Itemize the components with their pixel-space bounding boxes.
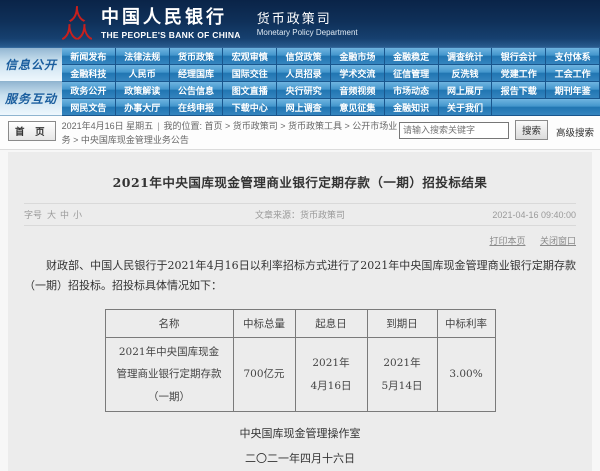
nav-item[interactable]: 意见征集 [330,99,385,116]
nav-group-label: 服务互动 [0,82,62,116]
nav-item[interactable]: 关于我们 [438,99,493,116]
nav-group-label: 信息公开 [0,48,62,82]
table-cell: 2021年 4月16日 [294,336,368,413]
nav-item[interactable]: 金融市场 [330,48,385,65]
article-meta-row: 字号 大中小 文章来源：货币政策司 2021-04-16 09:40:00 [24,203,576,226]
nav-item[interactable]: 法律法规 [115,48,170,65]
breadcrumb-location[interactable]: 我的位置: 首页 > 货币政策司 > 货币政策工具 > 公开市场业务 > 中央国… [61,121,398,145]
nav-item[interactable]: 央行研究 [277,82,331,99]
article-actions: 打印本页 关闭窗口 [24,234,576,247]
tender-result-table: 名称 中标总量 起息日 到期日 中标利率 2021年中央国库现金 管理商业银行定期存款 … [104,308,496,413]
nav-item[interactable]: 网上调查 [277,99,331,116]
font-size-option[interactable]: 中 [60,210,70,220]
department-name-en: Monetary Policy Department [256,27,358,37]
nav-item[interactable]: 网民文告 [62,99,116,116]
nav-item[interactable]: 金融知识 [384,99,439,116]
nav-item[interactable]: 报告下载 [492,82,547,99]
department-name-cn: 货币政策司 [256,10,332,26]
nav-item[interactable]: 公告信息 [169,82,224,99]
nav-item[interactable]: 经理国库 [169,65,224,82]
nav-item[interactable]: 信贷政策 [277,48,331,65]
nav-item[interactable]: 金融稳定 [384,48,439,65]
nav-item[interactable]: 下载中心 [223,99,278,116]
nav-item[interactable]: 期刊年鉴 [546,82,600,99]
font-size-label: 字号 [24,210,43,220]
nav-item[interactable]: 货币政策 [169,48,224,65]
table-header-cell: 中标利率 [436,308,496,338]
nav-item[interactable]: 在线申报 [169,99,224,116]
bank-names: 中国人民银行 THE PEOPLE'S BANK OF CHINA [101,6,241,40]
svg-text:人: 人 [62,23,78,42]
nav-item[interactable]: 图文直播 [223,82,278,99]
table-header-cell: 到期日 [366,308,438,338]
nav-item[interactable]: 新闻发布 [62,48,116,65]
nav-item[interactable]: 网上展厅 [438,82,493,99]
article-paragraph: 财政部、中国人民银行于2021年4月16日以利率招标方式进行了2021年中央国库… [24,259,576,293]
nav-item[interactable]: 反洗钱 [438,65,493,82]
home-button[interactable]: 首 页 [8,121,56,141]
nav-item[interactable]: 人员招录 [277,65,331,82]
nav-item[interactable]: 市场动态 [384,82,439,99]
department-names: 货币政策司 Monetary Policy Department [257,12,358,37]
nav-item[interactable]: 音频视频 [330,82,385,99]
article-signature-date: 二〇二一年四月十六日 [245,452,355,466]
svg-text:人: 人 [76,23,92,42]
nav-item[interactable]: 金融科技 [62,65,116,82]
bank-name-cn: 中国人民银行 [101,6,227,28]
nav-item[interactable]: 工会工作 [546,65,600,82]
search-input[interactable] [398,121,509,139]
main-nav: 信息公开 新闻发布 法律法规 货币政策 宏观审慎 信贷政策 金融市场 金融稳定 调查统计 银行会计… [0,48,600,116]
nav-item[interactable]: 学术交流 [330,65,385,82]
breadcrumb: 2021年4月16日 星期五 | 我的位置: 首页 > 货币政策司 > 货币政策工具… [62,120,399,148]
nav-group: 服务互动 政务公开 政策解读 公告信息 图文直播 央行研究 音频视频 市场动态 网上展厅 报告下载… [0,82,600,116]
nav-item[interactable]: 调查统计 [438,48,493,65]
table-cell: 2021年中央国库现金 管理商业银行定期存款 （一期） [104,336,234,413]
nav-item[interactable]: 党建工作 [492,65,547,82]
nav-item[interactable]: 支付体系 [546,48,600,65]
nav-item[interactable]: 政务公开 [62,82,116,99]
nav-item[interactable]: 银行会计 [492,48,547,65]
nav-row-filler [492,99,600,116]
nav-item[interactable]: 国际交往 [223,65,278,82]
font-size-controls: 字号 大中小 [24,208,174,221]
nav-item[interactable]: 宏观审慎 [223,48,278,65]
table-header-cell: 名称 [104,308,234,338]
search-button[interactable]: 搜索 [514,120,548,140]
advanced-search-link[interactable]: 高级搜索 [555,127,594,139]
table-header-cell: 起息日 [294,308,368,338]
table-cell: 2021年 5月14日 [366,336,438,413]
table-row: 2021年中央国库现金 管理商业银行定期存款 （一期） 700亿元 2021年 4月… [104,336,496,413]
table-cell: 3.00% [436,336,496,413]
nav-item[interactable]: 人民币 [115,65,170,82]
search-zone: 搜索 高级搜索 [398,120,594,140]
font-size-option[interactable]: 小 [73,210,83,220]
nav-item[interactable]: 政策解读 [115,82,170,99]
table-header-cell: 中标总量 [232,308,296,338]
print-page-link[interactable]: 打印本页 [489,236,526,246]
nav-group: 信息公开 新闻发布 法律法规 货币政策 宏观审慎 信贷政策 金融市场 金融稳定 调查统计 银行会计… [0,48,600,82]
font-size-option[interactable]: 大 [47,210,57,220]
pboc-logo-icon: 人 人 人 [62,6,92,42]
article-published-time: 2021-04-16 09:40:00 [492,209,576,220]
table-cell: 700亿元 [232,336,296,413]
article-title: 2021年中央国库现金管理商业银行定期存款（一期）招投标结果 [112,175,488,190]
article-source: 文章来源：货币政策司 [254,210,345,220]
article-signature: 中央国库现金管理操作室 [239,427,361,441]
breadcrumb-separator: | [157,121,160,131]
nav-item[interactable]: 征信管理 [384,65,439,82]
svg-text:人: 人 [69,6,86,24]
breadcrumb-date: 2021年4月16日 星期五 [61,121,154,131]
close-window-link[interactable]: 关闭窗口 [539,236,576,246]
article-page: 2021年中央国库现金管理商业银行定期存款（一期）招投标结果 字号 大中小 文章… [8,152,592,471]
breadcrumb-bar: 首 页 2021年4月16日 星期五 | 我的位置: 首页 > 货币政策司 > 货币… [0,116,600,150]
bank-name-en: THE PEOPLE'S BANK OF CHINA [101,29,241,40]
nav-item[interactable]: 办事大厅 [115,99,170,116]
site-header: 人 人 人 中国人民银行 THE PEOPLE'S BANK OF CHINA … [0,0,600,48]
